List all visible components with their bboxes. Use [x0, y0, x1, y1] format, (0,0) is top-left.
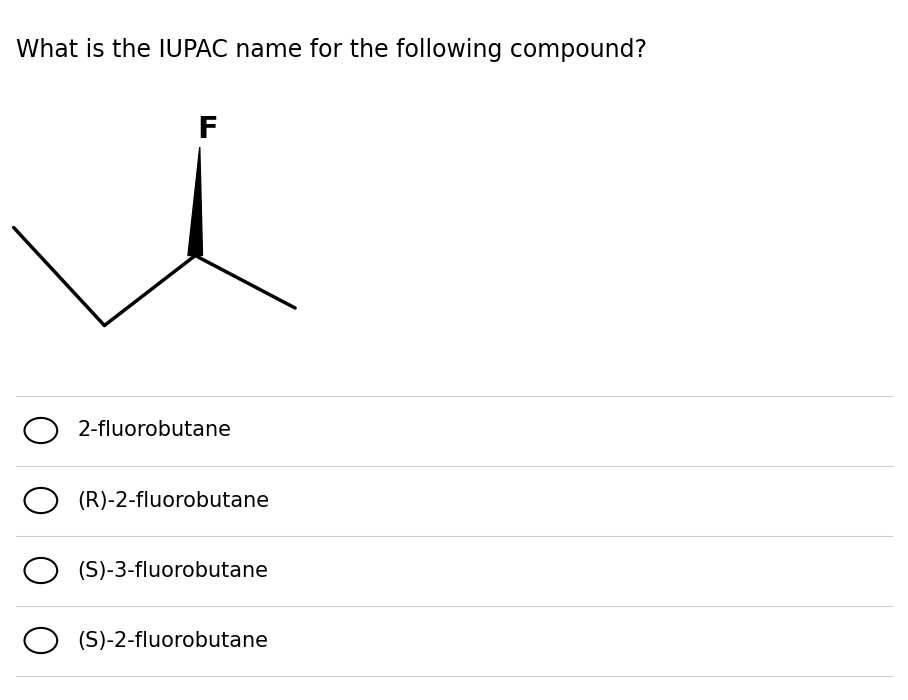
- Text: 2-fluorobutane: 2-fluorobutane: [77, 421, 232, 440]
- Text: What is the IUPAC name for the following compound?: What is the IUPAC name for the following…: [16, 38, 647, 62]
- Text: (R)-2-fluorobutane: (R)-2-fluorobutane: [77, 491, 270, 510]
- Text: F: F: [197, 115, 218, 144]
- Text: (S)-2-fluorobutane: (S)-2-fluorobutane: [77, 631, 268, 650]
- Text: (S)-3-fluorobutane: (S)-3-fluorobutane: [77, 561, 268, 580]
- Polygon shape: [188, 147, 202, 256]
